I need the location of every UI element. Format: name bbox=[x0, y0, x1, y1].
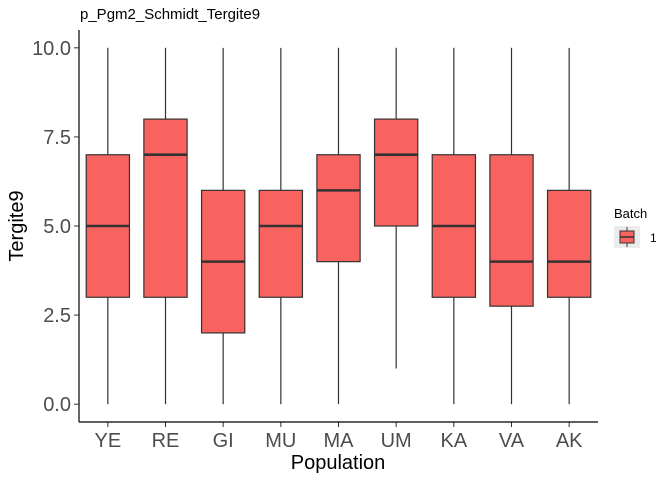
box-body bbox=[258, 189, 304, 298]
box-ma bbox=[316, 47, 361, 405]
plot-area bbox=[85, 47, 592, 405]
box-ye bbox=[85, 47, 131, 405]
legend-entry-label: 1 bbox=[650, 231, 657, 245]
y-tick-label: 2.5 bbox=[43, 305, 71, 327]
x-tick-label: VA bbox=[499, 430, 525, 452]
y-tick-label: 0.0 bbox=[43, 394, 71, 416]
box-mu bbox=[258, 47, 304, 405]
y-tick-label: 10.0 bbox=[32, 38, 71, 60]
y-axis-ticks: 0.0 2.5 5.0 7.5 10.0 bbox=[32, 38, 79, 416]
box-body bbox=[316, 154, 361, 263]
box-re bbox=[143, 47, 188, 405]
box-gi bbox=[200, 47, 246, 405]
box-ak bbox=[546, 47, 592, 405]
y-tick-label: 7.5 bbox=[43, 127, 71, 149]
x-tick-label: YE bbox=[94, 430, 121, 452]
x-tick-label: MU bbox=[265, 430, 296, 452]
x-tick-label: UM bbox=[381, 430, 412, 452]
x-axis-label: Population bbox=[291, 452, 386, 474]
x-tick-label: AK bbox=[556, 430, 583, 452]
x-tick-label: MA bbox=[324, 430, 355, 452]
box-body bbox=[489, 154, 534, 307]
box-ka bbox=[431, 47, 477, 405]
box-body bbox=[143, 118, 188, 298]
box-va bbox=[489, 47, 534, 405]
x-tick-label: RE bbox=[152, 430, 180, 452]
x-tick-label: KA bbox=[440, 430, 467, 452]
legend-title: Batch bbox=[614, 206, 647, 221]
x-tick-label: GI bbox=[213, 430, 234, 452]
legend: Batch 1 bbox=[614, 206, 657, 248]
chart-title: p_Pgm2_Schmidt_Tergite9 bbox=[80, 6, 260, 23]
box-um bbox=[373, 47, 419, 369]
y-axis-label: Tergite9 bbox=[6, 190, 28, 261]
x-axis-ticks: YE RE GI MU MA UM KA VA AK bbox=[94, 422, 583, 452]
y-tick-label: 5.0 bbox=[43, 216, 71, 238]
box-body bbox=[546, 189, 592, 298]
box-body bbox=[373, 118, 419, 227]
